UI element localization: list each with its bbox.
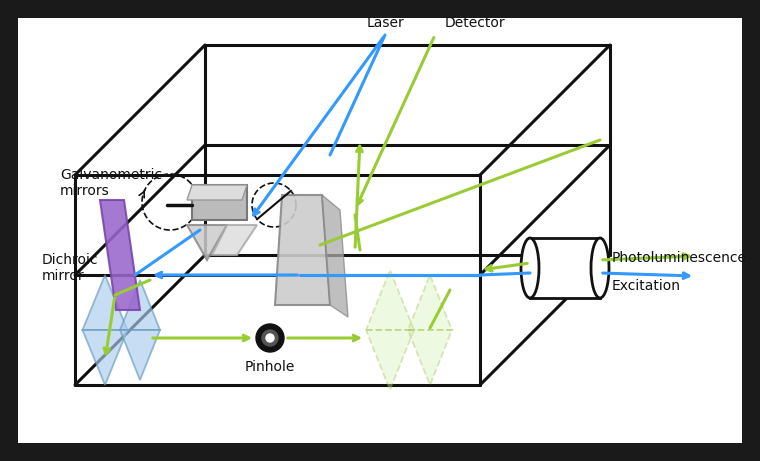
Polygon shape [83, 330, 128, 385]
Polygon shape [322, 195, 348, 317]
Polygon shape [120, 280, 160, 330]
Text: Laser: Laser [366, 16, 404, 30]
Polygon shape [408, 330, 452, 385]
Polygon shape [366, 330, 414, 390]
Text: Galvanometric
mirrors: Galvanometric mirrors [60, 168, 162, 198]
Polygon shape [192, 185, 247, 220]
Polygon shape [366, 270, 414, 330]
Polygon shape [187, 185, 247, 200]
Polygon shape [187, 225, 227, 260]
Polygon shape [83, 275, 128, 330]
Polygon shape [120, 330, 160, 380]
Circle shape [266, 334, 274, 342]
Circle shape [256, 324, 284, 352]
Text: Photoluminescence: Photoluminescence [612, 251, 747, 265]
Text: Detector: Detector [445, 16, 505, 30]
Ellipse shape [521, 238, 539, 298]
Text: Excitation: Excitation [612, 279, 681, 293]
Text: Dichroic
mirror: Dichroic mirror [42, 253, 99, 283]
Polygon shape [275, 195, 330, 305]
Polygon shape [408, 275, 452, 330]
Text: Pinhole: Pinhole [245, 360, 295, 374]
Polygon shape [100, 200, 140, 310]
Ellipse shape [591, 238, 609, 298]
Polygon shape [212, 225, 257, 255]
Bar [530, 238, 600, 298]
Circle shape [262, 330, 278, 346]
